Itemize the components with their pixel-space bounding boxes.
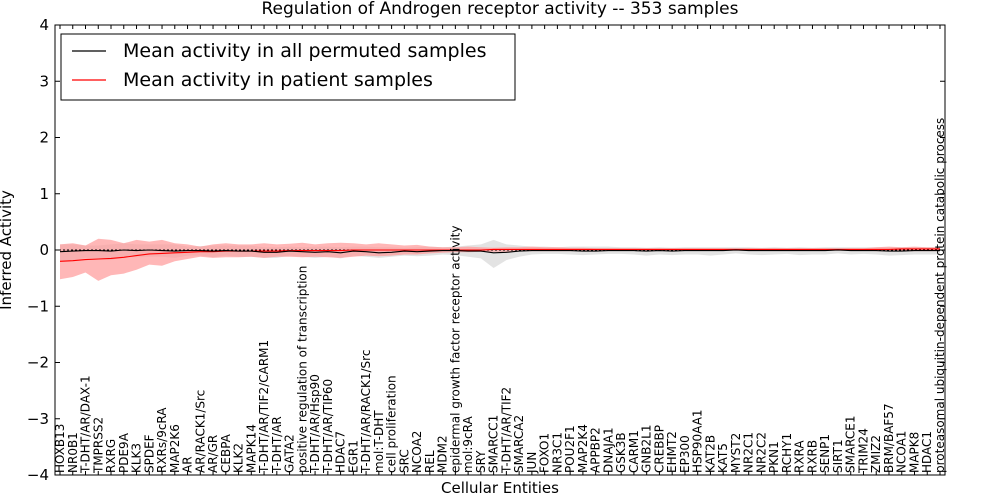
category-label: EHMT2 [665,431,679,473]
y-tick-label: 3 [39,72,49,90]
category-label: NR2C1 [742,432,756,473]
legend: Mean activity in all permuted samples Me… [60,33,516,101]
category-label: T-DHT/AR/RACK1/Src [359,350,373,474]
patient-mean-line [59,248,940,262]
category-label: KAT2B [703,435,717,473]
category-label: AR/GR [206,435,220,473]
category-label: NR3C1 [550,432,564,473]
category-label: JUN [525,452,539,474]
category-label: RXRA [793,440,807,473]
category-label: HOXB13 [53,424,67,473]
category-label: NR0B1 [66,432,80,473]
category-label: PKN1 [767,441,781,473]
category-label: AR/RACK1/Src [193,390,207,473]
category-label: NR2C2 [754,432,768,473]
y-axis-label: Inferred Activity [0,190,15,310]
category-label: SMARCC1 [487,415,501,473]
category-label: T-DHT/AR/DAX-1 [79,375,93,474]
category-label: epidermal growth factor receptor activit… [448,226,462,473]
legend-label-patient: Mean activity in patient samples [123,69,433,91]
y-tick-label: −3 [27,410,49,428]
category-label: MAPK14 [244,424,258,473]
category-label: FOXO1 [538,433,552,473]
category-label: RCHY1 [780,433,794,473]
category-label: MDM2 [436,435,450,473]
category-label: MAPK8 [908,432,922,473]
category-label: T-DHT/AR/TIP60 [321,379,335,474]
category-label: RXRB [806,440,820,473]
category-label: mol:9cRA [461,416,475,473]
category-label: GATA2 [283,434,297,473]
category-label: CREBBP [652,425,666,473]
category-label: SRY [474,450,488,473]
category-label: DNAJA1 [601,427,615,473]
category-label: HSP90AA1 [691,409,705,473]
y-tick-label: −4 [27,466,49,484]
y-tick-label: 2 [39,129,49,147]
category-label: AR [181,456,195,473]
category-label: KLK2 [232,443,246,473]
category-label: mol:T-DHT [372,410,386,473]
category-label: MAP2K6 [168,424,182,473]
y-tick-label: −1 [27,297,49,315]
category-label: MYST2 [729,433,743,473]
category-label: PDE9A [117,432,131,473]
category-label: SIRT1 [831,439,845,473]
category-label: positive regulation of transcription [295,266,309,473]
category-label: T-DHT/AR/TIF2 [499,387,513,474]
category-label: CARM1 [627,430,641,473]
category-label: SPDEF [142,434,156,473]
category-label: NCOA1 [895,431,909,473]
category-label: GSK3B [614,432,628,473]
category-label: TMPRSS2 [91,417,105,474]
permuted-band [60,239,940,268]
category-label: RXRs/9cRA [155,407,169,473]
category-label: NCOA2 [410,431,424,473]
category-label: HDAC1 [920,431,934,473]
category-label: CEBPA [219,433,233,473]
category-label: KAT5 [716,443,730,473]
category-label: SENP1 [818,434,832,473]
y-tick-label: 1 [39,185,49,203]
y-tick-label: 4 [39,16,49,34]
category-label: SMARCA2 [512,415,526,473]
category-label: EGR1 [346,440,360,473]
category-label: RXRG [104,439,118,473]
category-label: SRC [397,449,411,473]
category-label: APPBP2 [589,427,603,473]
category-label: T-DHT/AR [270,416,284,474]
category-label: TRIM24 [857,428,871,474]
category-label: MAP2K4 [576,424,590,473]
category-label: cell proliferation [385,375,399,473]
category-label: T-DHT/AR/TIF2/CARM1 [257,340,271,474]
chart-title: Regulation of Androgen receptor activity… [262,0,739,19]
category-label: GNB2L1 [640,425,654,473]
legend-label-permuted: Mean activity in all permuted samples [123,40,486,62]
category-label: KLK3 [130,443,144,473]
category-label: BRM/BAF57 [882,403,896,473]
category-label: T-DHT/AR/Hsp90 [308,374,322,474]
y-tick-label: 0 [39,241,49,259]
category-label: EP300 [678,435,692,473]
category-label: HDAC7 [334,431,348,473]
category-label: proteasomal ubiquitin-dependent protein … [933,118,947,473]
category-label: REL [423,450,437,473]
series-lines [59,248,940,262]
category-labels: HOXB13NR0B1T-DHT/AR/DAX-1TMPRSS2RXRGPDE9… [53,118,947,474]
y-axis: 4 3 2 1 0 −1 −2 −3 −4 [27,16,945,484]
category-label: ZMIZ2 [869,435,883,473]
category-label: SMARCE1 [844,415,858,473]
legend-box [60,33,516,101]
category-label: POU2F1 [563,425,577,473]
x-axis-label: Cellular Entities [441,479,559,497]
permuted-mean-line [59,249,940,254]
y-tick-label: −2 [27,354,49,372]
x-axis [59,25,941,475]
